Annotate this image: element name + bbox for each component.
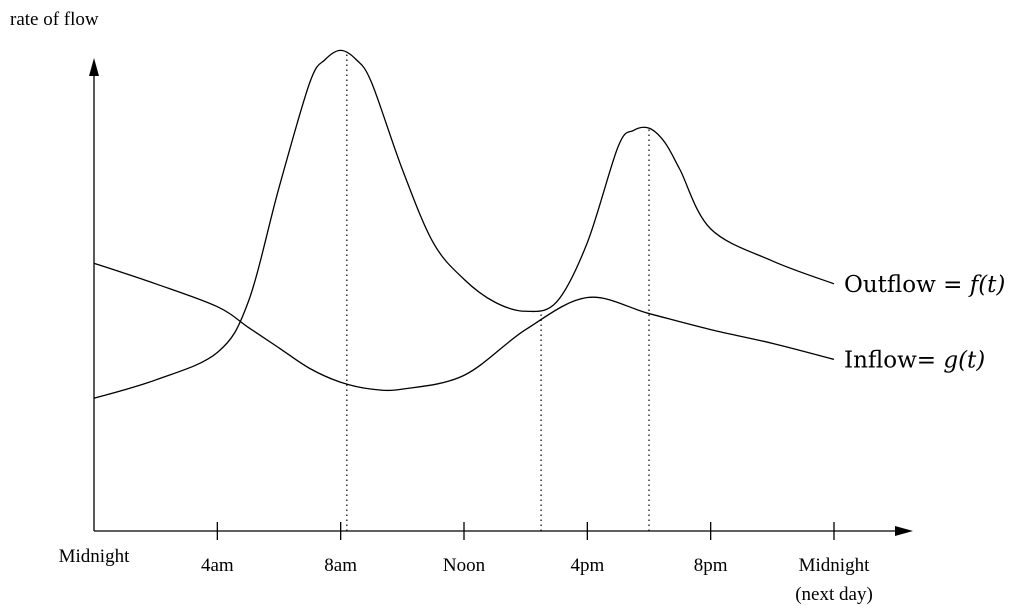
x-tick-label-3: Noon bbox=[443, 555, 486, 576]
x-tick-label-1: 4am bbox=[201, 555, 234, 576]
curve-inflow bbox=[93, 262, 835, 392]
x-axis-arrow bbox=[895, 526, 913, 536]
x-tick-label-2: 8am bbox=[324, 555, 357, 576]
y-axis-label: rate of flow bbox=[10, 9, 99, 30]
x-tick-label-6: Midnight bbox=[799, 555, 870, 576]
axes bbox=[89, 58, 913, 536]
curve-labels: Outflow = f(t) Inflow= g(t) bbox=[844, 272, 1005, 374]
x-tick-sublabel-6: (next day) bbox=[795, 584, 873, 605]
x-tick-label-0: Midnight bbox=[59, 546, 130, 567]
y-axis-arrow bbox=[89, 58, 99, 76]
vertical-guides bbox=[346, 54, 650, 531]
x-tick-label-4: 4pm bbox=[570, 555, 604, 576]
curve-label-outflow: Outflow = f(t) bbox=[844, 272, 1005, 298]
curve-outflow bbox=[93, 49, 835, 399]
x-ticks bbox=[216, 522, 835, 540]
curve-label-inflow: Inflow= g(t) bbox=[844, 347, 985, 373]
curves bbox=[93, 49, 835, 399]
x-tick-label-5: 8pm bbox=[694, 555, 728, 576]
x-tick-labels: Midnight 4am 8am Noon 4pm 8pm Midnight (next da… bbox=[59, 546, 873, 605]
